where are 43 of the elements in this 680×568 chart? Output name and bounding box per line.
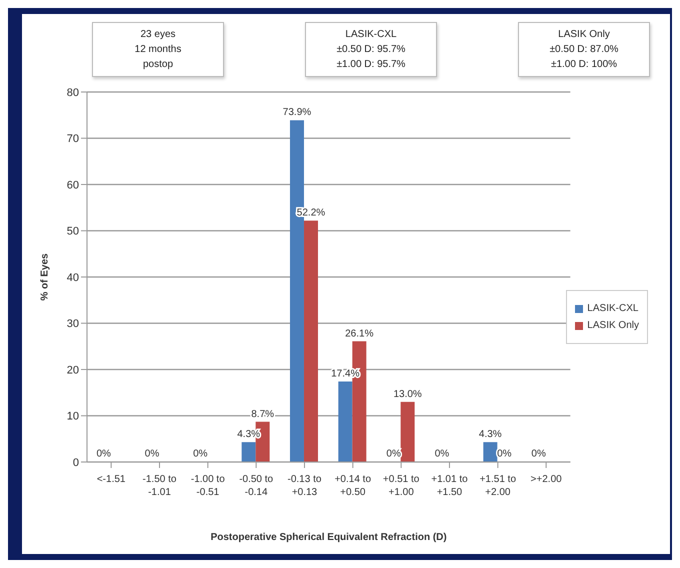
x-tick-label: -0.13 to +0.13 <box>288 474 322 498</box>
data-label: 0% <box>144 448 160 460</box>
x-tick-label: -0.50 to -0.14 <box>239 474 274 498</box>
x-tick-label: +1.51 to +2.00 <box>480 474 516 498</box>
x-tick-label: <-1.51 <box>96 474 126 485</box>
y-axis-title: % of Eyes <box>40 252 51 301</box>
legend-label: LASIK Only <box>587 320 639 331</box>
text: LASIK-CXL ±0.50 D: 95.7% ±1.00 D: 95.7% <box>336 28 406 72</box>
bar <box>483 442 498 462</box>
x-tick-label: +1.01 to +1.50 <box>431 474 468 498</box>
x-tick-label: +0.51 to +1.00 <box>382 474 420 498</box>
data-label: 13.0% <box>393 388 422 400</box>
y-tick-label: 10 <box>66 410 79 423</box>
text: LASIK Only ±0.50 D: 87.0% ±1.00 D: 100% <box>548 28 620 72</box>
data-label: 0% <box>386 448 401 460</box>
data-label: 0% <box>434 448 450 460</box>
data-label: 0% <box>96 448 111 460</box>
x-tick-label: -1.00 to -0.51 <box>190 474 226 498</box>
data-label: 73.9% <box>282 107 312 118</box>
bar <box>304 220 318 462</box>
data-label: 26.1% <box>345 328 374 340</box>
legend-label: LASIK-CXL <box>587 303 638 314</box>
x-tick-label: >+2.00 <box>530 474 562 485</box>
y-tick-label: 30 <box>66 318 79 330</box>
y-tick-label: 0 <box>72 456 79 469</box>
data-label: 8.7% <box>251 408 274 420</box>
y-tick-label: 20 <box>66 364 79 376</box>
data-label: 0% <box>497 448 512 460</box>
y-tick-label: 70 <box>66 133 79 146</box>
bar <box>400 402 415 462</box>
data-label: 0% <box>531 448 546 460</box>
x-tick-label: +0.14 to +0.50 <box>334 474 372 498</box>
data-label: 0% <box>193 448 208 460</box>
bar <box>242 442 256 462</box>
x-axis-title: Postoperative Spherical Equivalent Refraction (D) <box>210 532 447 543</box>
data-label: 4.3% <box>478 429 502 440</box>
text: 23 eyes 12 months postop <box>134 28 182 72</box>
x-tick-label: -1.50 to -1.01 <box>142 474 177 498</box>
y-tick-label: 40 <box>66 272 79 284</box>
y-tick-label: 60 <box>66 179 79 192</box>
y-tick-label: 80 <box>66 86 79 99</box>
y-tick-label: 50 <box>66 226 79 238</box>
bar <box>338 382 352 462</box>
